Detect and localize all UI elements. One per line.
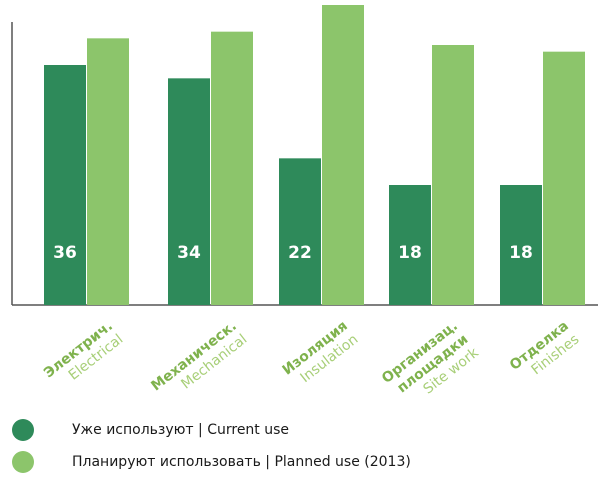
bar-current-4 [500,185,542,305]
bar-current-0 [44,65,86,305]
bar-planned-2 [322,5,364,305]
legend-item-current-use: Уже используют | Current use [12,418,411,442]
legend-swatch-planned-use [12,451,34,473]
category-label-1: Механическ.Mechanical [148,318,250,394]
bar-planned-0 [87,38,129,305]
data-label-0: 36 [53,243,77,263]
legend-label-planned-use: Планируют использовать | Planned use (20… [72,454,411,470]
category-label-0: Электрич.Electrical [41,318,126,384]
data-label-1: 34 [177,243,201,263]
bar-planned-3 [432,45,474,305]
bar-planned-1 [211,31,253,306]
legend-item-planned-use: Планируют использовать | Planned use (20… [12,450,411,474]
bar-current-3 [389,185,431,305]
data-label-3: 18 [398,243,422,263]
data-label-2: 22 [288,243,312,263]
legend: Уже используют | Current use Планируют и… [12,418,411,482]
legend-label-current-use: Уже используют | Current use [72,422,290,438]
bar-current-1 [168,78,210,305]
data-label-4: 18 [509,243,533,263]
bar-planned-4 [543,51,585,305]
bar-current-2 [279,158,321,305]
legend-swatch-current-use [12,419,34,441]
